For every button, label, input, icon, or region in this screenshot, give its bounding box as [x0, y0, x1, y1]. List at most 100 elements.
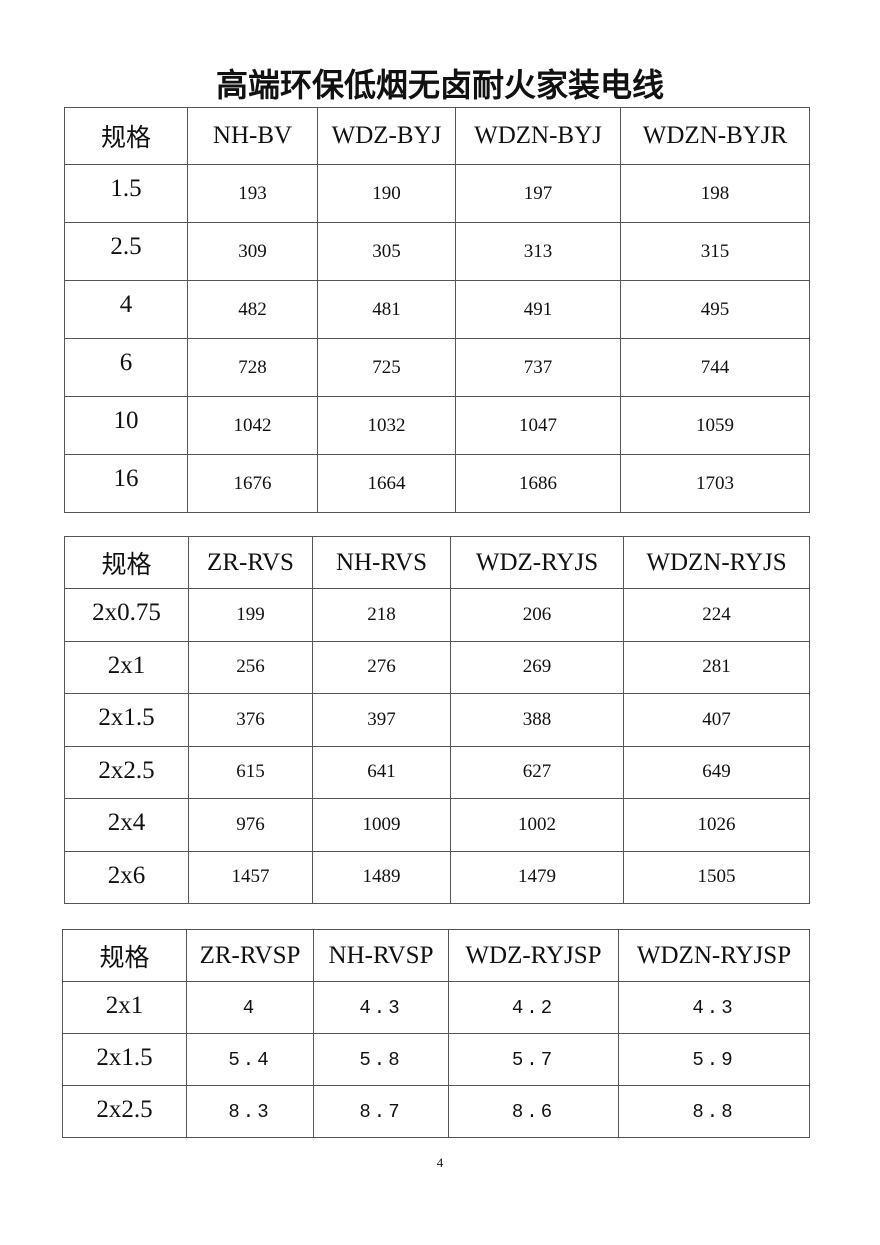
price-cell: 737: [455, 338, 621, 397]
price-cell: 1047: [455, 396, 621, 455]
price-cell: 198: [620, 164, 810, 223]
price-cell: 1032: [317, 396, 456, 455]
price-cell: 4.3: [618, 981, 810, 1034]
model-header: ZR-RVSP: [186, 929, 314, 982]
price-cell: 1026: [623, 798, 810, 852]
spec-header: 规格: [62, 929, 187, 982]
table-row: 2x2.5 615 641 627 649: [64, 745, 810, 799]
price-cell: 206: [450, 588, 624, 642]
price-cell: 728: [187, 338, 318, 397]
price-cell: 615: [188, 745, 313, 799]
table-row: 2x0.75 199 218 206 224: [64, 588, 810, 642]
price-cell: 5.9: [618, 1033, 810, 1086]
model-header: WDZN-BYJR: [620, 107, 810, 165]
spec-cell: 2x1: [62, 981, 187, 1034]
spec-cell: 2x1.5: [62, 1033, 187, 1086]
price-cell: 744: [620, 338, 810, 397]
model-header: WDZN-RYJS: [623, 536, 810, 589]
price-cell: 627: [450, 745, 624, 799]
price-cell: 482: [187, 280, 318, 339]
price-cell: 649: [623, 745, 810, 799]
price-cell: 315: [620, 222, 810, 281]
price-cell: 5.7: [448, 1033, 619, 1086]
table-row: 16 1676 1664 1686 1703: [64, 454, 810, 513]
spec-cell: 2x6: [64, 850, 189, 904]
spec-cell: 2x4: [64, 798, 189, 852]
price-cell: 313: [455, 222, 621, 281]
model-header: NH-RVSP: [313, 929, 449, 982]
price-cell: 491: [455, 280, 621, 339]
price-cell: 224: [623, 588, 810, 642]
page-title: 高端环保低烟无卤耐火家装电线: [215, 66, 664, 104]
table-row: 2x6 1457 1489 1479 1505: [64, 850, 810, 904]
model-header: WDZ-RYJS: [450, 536, 624, 589]
spec-cell: 2x2.5: [62, 1085, 187, 1138]
table-header-row: 规格 ZR-RVS NH-RVS WDZ-RYJS WDZN-RYJS: [64, 536, 810, 589]
spec-cell: 16: [64, 454, 188, 513]
price-cell: 1479: [450, 850, 624, 904]
price-cell: 276: [312, 640, 451, 694]
spec-cell: 2x0.75: [64, 588, 189, 642]
price-cell: 8.6: [448, 1085, 619, 1138]
price-cell: 641: [312, 745, 451, 799]
price-cell: 388: [450, 693, 624, 747]
price-cell: 1009: [312, 798, 451, 852]
spec-cell: 10: [64, 396, 188, 455]
spec-cell: 2x1: [64, 640, 189, 694]
spec-header: 规格: [64, 107, 188, 165]
table-row: 2x1.5 376 397 388 407: [64, 693, 810, 747]
price-cell: 199: [188, 588, 313, 642]
price-cell: 407: [623, 693, 810, 747]
table-row: 4 482 481 491 495: [64, 280, 810, 339]
price-cell: 481: [317, 280, 456, 339]
price-cell: 397: [312, 693, 451, 747]
price-cell: 495: [620, 280, 810, 339]
table-row: 6 728 725 737 744: [64, 338, 810, 397]
spec-cell: 4: [64, 280, 188, 339]
table-row: 2x4 976 1009 1002 1026: [64, 798, 810, 852]
price-cell: 8.7: [313, 1085, 449, 1138]
price-cell: 8.8: [618, 1085, 810, 1138]
price-cell: 376: [188, 693, 313, 747]
price-cell: 1686: [455, 454, 621, 513]
table-header-row: 规格 ZR-RVSP NH-RVSP WDZ-RYJSP WDZN-RYJSP: [62, 929, 810, 982]
spec-cell: 6: [64, 338, 188, 397]
price-cell: 193: [187, 164, 318, 223]
table-row: 2x1 4 4.3 4.2 4.3: [62, 981, 810, 1034]
price-cell: 976: [188, 798, 313, 852]
price-cell: 1457: [188, 850, 313, 904]
price-cell: 1664: [317, 454, 456, 513]
price-cell: 5.8: [313, 1033, 449, 1086]
page-number: 4: [436, 1155, 444, 1170]
price-cell: 218: [312, 588, 451, 642]
price-cell: 8.3: [186, 1085, 314, 1138]
price-cell: 309: [187, 222, 318, 281]
model-header: WDZN-RYJSP: [618, 929, 810, 982]
model-header: ZR-RVS: [188, 536, 313, 589]
spec-cell: 2x1.5: [64, 693, 189, 747]
price-cell: 1059: [620, 396, 810, 455]
spec-cell: 1.5: [64, 164, 188, 223]
spec-cell: 2x2.5: [64, 745, 189, 799]
model-header: NH-RVS: [312, 536, 451, 589]
price-cell: 5.4: [186, 1033, 314, 1086]
price-cell: 1676: [187, 454, 318, 513]
price-cell: 305: [317, 222, 456, 281]
price-cell: 1489: [312, 850, 451, 904]
table-header-row: 规格 NH-BV WDZ-BYJ WDZN-BYJ WDZN-BYJR: [64, 107, 810, 165]
price-cell: 4: [186, 981, 314, 1034]
price-cell: 256: [188, 640, 313, 694]
price-cell: 4.2: [448, 981, 619, 1034]
table-row: 10 1042 1032 1047 1059: [64, 396, 810, 455]
table-row: 2x2.5 8.3 8.7 8.6 8.8: [62, 1085, 810, 1138]
table-row: 1.5 193 190 197 198: [64, 164, 810, 223]
price-cell: 190: [317, 164, 456, 223]
price-table-rvsp: 规格 ZR-RVSP NH-RVSP WDZ-RYJSP WDZN-RYJSP 2x1 4 4…: [62, 929, 810, 1138]
price-cell: 197: [455, 164, 621, 223]
spec-header: 规格: [64, 536, 189, 589]
price-cell: 1002: [450, 798, 624, 852]
model-header: WDZN-BYJ: [455, 107, 621, 165]
price-cell: 1042: [187, 396, 318, 455]
table-row: 2x1 256 276 269 281: [64, 640, 810, 694]
price-cell: 1703: [620, 454, 810, 513]
